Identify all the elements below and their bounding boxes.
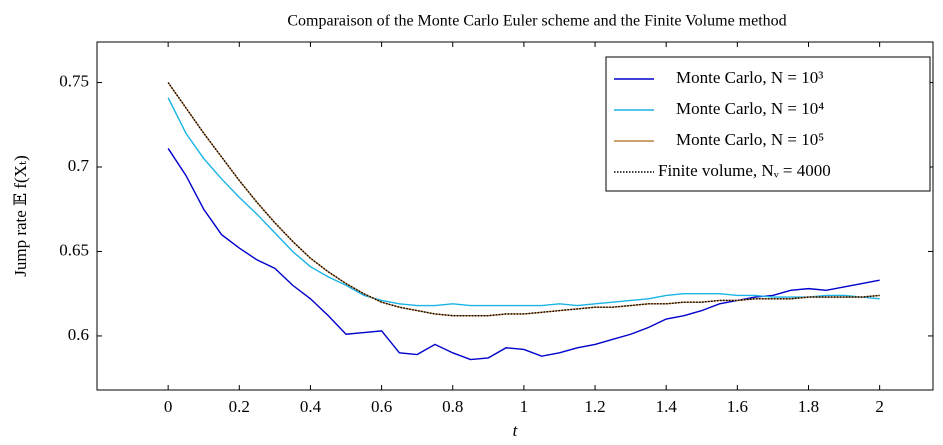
legend-box xyxy=(605,56,931,192)
x-tick-label: 0.8 xyxy=(442,397,463,416)
legend-label: Monte Carlo, N = 10³ xyxy=(676,68,823,87)
x-tick-label: 1.8 xyxy=(798,397,819,416)
plot-frame xyxy=(96,41,934,391)
series-line xyxy=(167,82,880,317)
series-line xyxy=(167,97,880,307)
x-tick-label: 1 xyxy=(520,397,529,416)
legend-label: Monte Carlo, N = 10⁵ xyxy=(676,130,824,149)
x-tick-label: 0.6 xyxy=(371,397,392,416)
y-axis-label: Jump rate 𝔼 f(Xₜ) xyxy=(11,155,30,276)
legend-label: Monte Carlo, N = 10⁴ xyxy=(676,99,824,118)
legend-label: Finite volume, Nᵥ = 4000 xyxy=(658,161,831,180)
y-tick-label: 0.6 xyxy=(68,325,89,344)
x-tick-label: 0.2 xyxy=(229,397,250,416)
y-tick-label: 0.75 xyxy=(59,71,89,90)
x-tick-label: 1.2 xyxy=(584,397,605,416)
x-tick-label: 0 xyxy=(164,397,173,416)
x-axis-label: t xyxy=(513,421,519,440)
chart-title: Comparaison of the Monte Carlo Euler sch… xyxy=(287,13,786,30)
x-tick-label: 2 xyxy=(875,397,884,416)
x-tick-label: 1.4 xyxy=(656,397,678,416)
x-tick-label: 0.4 xyxy=(300,397,322,416)
y-tick-label: 0.7 xyxy=(68,156,90,175)
y-tick-label: 0.65 xyxy=(59,240,89,259)
x-tick-label: 1.6 xyxy=(727,397,748,416)
